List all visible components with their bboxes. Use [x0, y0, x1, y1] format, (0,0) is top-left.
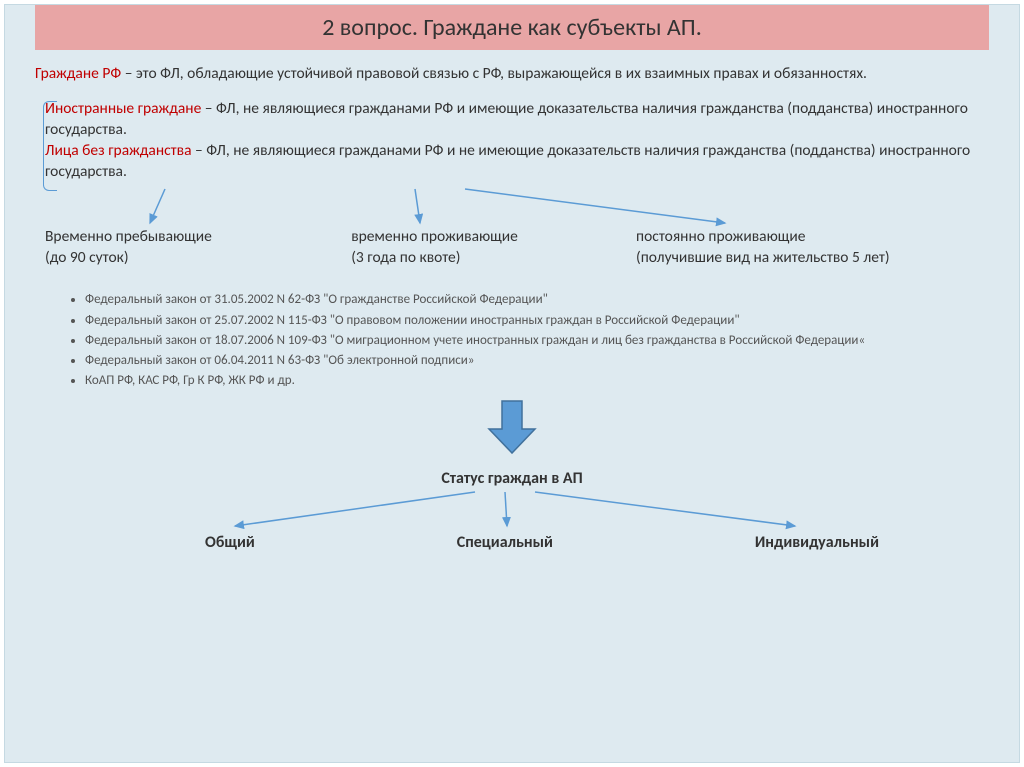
status-special: Специальный: [457, 532, 553, 554]
big-arrow-icon: [485, 399, 539, 457]
bracket-group: Иностранные граждане – ФЛ, не являющиеся…: [35, 99, 989, 183]
residence-temp-stay: Временно пребывающие (до 90 суток): [35, 227, 321, 269]
residence-c3-bot: (получившие вид на жительство 5 лет): [636, 248, 989, 269]
laws-list: Федеральный закон от 31.05.2002 N 62-ФЗ …: [35, 290, 989, 391]
law-item: Федеральный закон от 06.04.2011 N 63-ФЗ …: [85, 351, 989, 371]
term-foreign: Иностранные граждане: [45, 99, 201, 118]
status-general: Общий: [205, 532, 255, 554]
status-row: Общий Специальный Индивидуальный: [35, 532, 989, 554]
term-rf: Граждане РФ: [35, 64, 121, 83]
residence-row: Временно пребывающие (до 90 суток) време…: [35, 227, 989, 269]
content-area: Граждане РФ – это ФЛ, обладающие устойчи…: [5, 50, 1019, 553]
arrows-svg: [35, 187, 995, 227]
term-stateless: Лица без гражданства: [45, 141, 192, 160]
status-arrows-svg: [35, 490, 995, 530]
residence-c2-bot: (3 года по квоте): [351, 248, 636, 269]
law-item: Федеральный закон от 25.07.2002 N 115-ФЗ…: [85, 311, 989, 331]
residence-c1-bot: (до 90 суток): [45, 248, 321, 269]
definition-stateless: Лица без гражданства – ФЛ, не являющиеся…: [35, 141, 989, 183]
big-arrow: [35, 399, 989, 464]
slide-container: 2 вопрос. Граждане как субъекты АП. Граж…: [4, 4, 1020, 763]
definition-foreign: Иностранные граждане – ФЛ, не являющиеся…: [35, 99, 989, 141]
residence-arrows: [35, 187, 989, 227]
residence-temp-live: временно проживающие (3 года по квоте): [321, 227, 636, 269]
slide-title: 2 вопрос. Граждане как субъекты АП.: [35, 5, 989, 50]
residence-c2-top: временно проживающие: [351, 227, 636, 248]
law-item: Федеральный закон от 18.07.2006 N 109-ФЗ…: [85, 331, 989, 351]
law-item: Федеральный закон от 31.05.2002 N 62-ФЗ …: [85, 290, 989, 310]
status-title: Статус граждан в АП: [35, 468, 989, 490]
residence-perm: постоянно проживающие (получившие вид на…: [636, 227, 989, 269]
residence-c1-top: Временно пребывающие: [45, 227, 321, 248]
text-rf: – это ФЛ, обладающие устойчивой правовой…: [121, 64, 867, 83]
residence-c3-top: постоянно проживающие: [636, 227, 989, 248]
law-item: КоАП РФ, КАС РФ, Гр К РФ, ЖК РФ и др.: [85, 371, 989, 391]
status-arrows: [35, 490, 989, 530]
definition-rf: Граждане РФ – это ФЛ, обладающие устойчи…: [35, 64, 989, 85]
status-individual: Индивидуальный: [755, 532, 879, 554]
